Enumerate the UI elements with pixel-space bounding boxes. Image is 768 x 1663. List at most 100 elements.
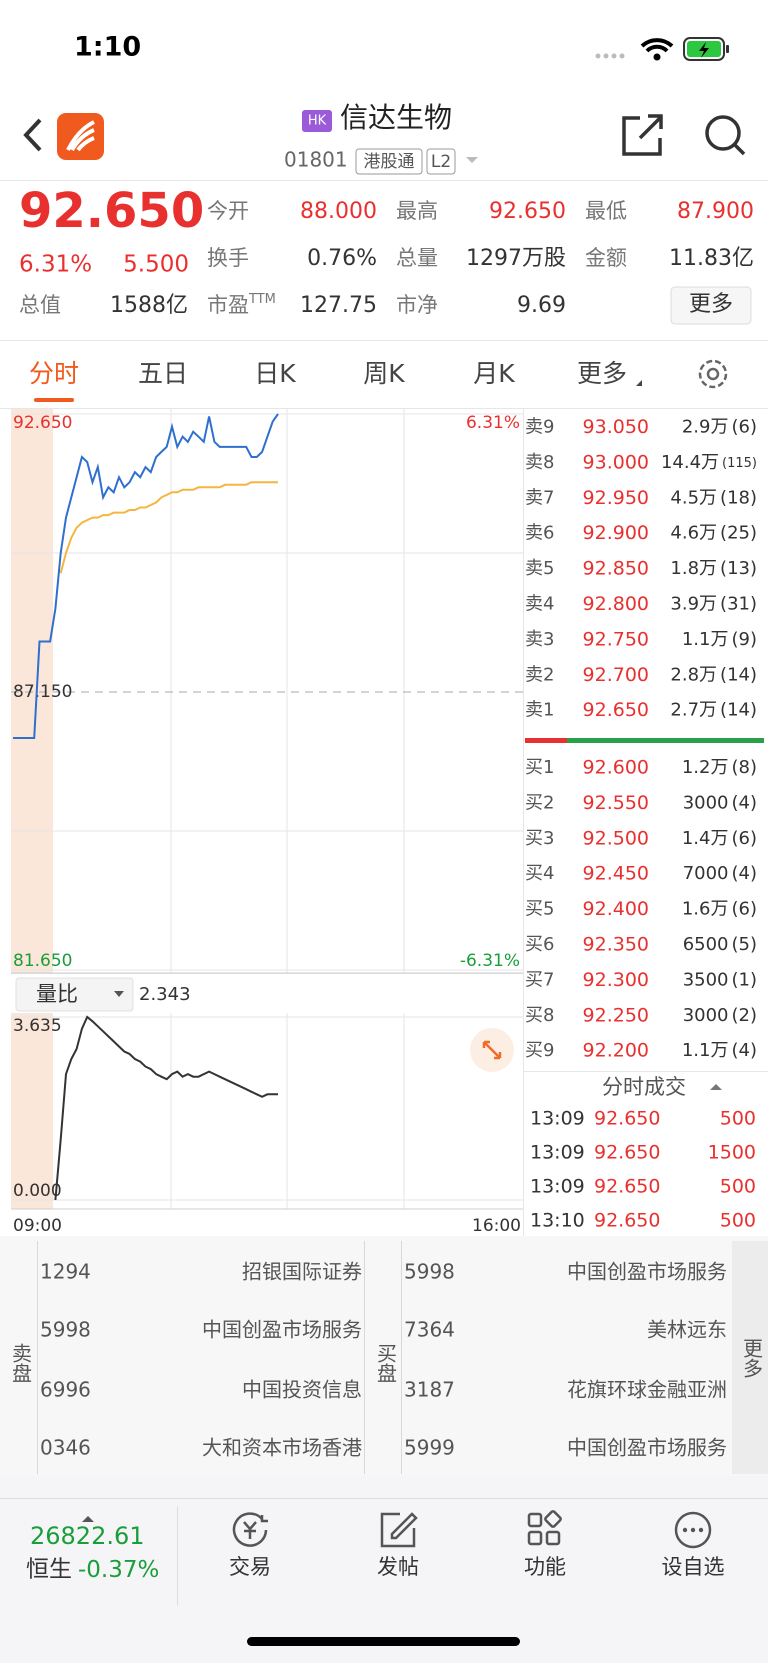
- pre-market-shade: [11, 1013, 53, 1209]
- dot: [698, 1527, 704, 1533]
- broker-more-bg[interactable]: [732, 1241, 768, 1474]
- stat-value: 11.83亿: [669, 246, 754, 271]
- book-price: 92.450: [583, 863, 649, 885]
- logo-mark: [66, 120, 95, 152]
- trade-price: 92.650: [594, 1108, 660, 1130]
- nav-icon-post[interactable]: [380, 1512, 418, 1548]
- tab[interactable]: 周K: [363, 359, 405, 388]
- book-count: (5): [732, 934, 758, 955]
- search-button[interactable]: [705, 115, 746, 156]
- sort-arrow[interactable]: [710, 1084, 722, 1090]
- nav-icon-trade[interactable]: [232, 1512, 268, 1547]
- book-count: (6): [732, 899, 758, 920]
- index-name[interactable]: 恒生 -0.37%: [26, 1557, 159, 1583]
- divider: [523, 1071, 768, 1072]
- divider: [0, 408, 768, 409]
- stat-value: 1297万股: [466, 246, 566, 271]
- y-tick-label: 0.000: [13, 1181, 62, 1201]
- book-volume: 4.6万 (25): [670, 523, 757, 544]
- broker-name: 招银国际证券: [242, 1260, 362, 1284]
- book-count: (6): [732, 828, 758, 849]
- book-price: 92.950: [583, 487, 649, 509]
- book-volume: 1.2万 (8): [682, 757, 757, 778]
- book-volume: 2.9万 (6): [682, 417, 757, 438]
- y-tick-label: 87.150: [13, 682, 72, 702]
- y-tick-label: 3.635: [13, 1016, 62, 1036]
- trade-volume: 500: [720, 1108, 756, 1130]
- book-price: 92.400: [583, 898, 649, 920]
- book-count: (4): [732, 1040, 758, 1061]
- book-level: 卖6: [525, 523, 554, 544]
- last-price: 92.650: [19, 183, 204, 239]
- tab[interactable]: 更多: [577, 359, 627, 388]
- nav-label[interactable]: 功能: [524, 1555, 566, 1579]
- book-count: (18): [720, 487, 757, 508]
- trade-time: 13:09: [530, 1108, 585, 1130]
- book-count: (115): [722, 455, 757, 470]
- series-line: [54, 1015, 278, 1201]
- tab[interactable]: 五日: [138, 359, 188, 388]
- more-button[interactable]: 更多: [689, 292, 733, 317]
- tab[interactable]: 日K: [254, 359, 296, 388]
- book-count: (14): [720, 700, 757, 721]
- book-volume: 1.1万 (9): [682, 629, 757, 650]
- book-level: 买2: [525, 792, 554, 813]
- book-volume: 7000 (4): [683, 863, 757, 884]
- nav-label[interactable]: 设自选: [662, 1555, 725, 1579]
- indicator-select[interactable]: [15, 977, 134, 1012]
- book-count: (2): [732, 1005, 758, 1026]
- broker-name: 美林远东: [647, 1318, 727, 1342]
- book-count: (8): [732, 757, 758, 778]
- stat-value: 9.69: [517, 293, 566, 318]
- book-count: (6): [732, 417, 758, 438]
- indicator-title[interactable]: 量比: [36, 982, 78, 1006]
- book-level: 卖3: [525, 629, 554, 650]
- index-value[interactable]: 26822.61: [30, 1522, 145, 1550]
- book-volume: 3.9万 (31): [670, 594, 757, 615]
- index-arrow[interactable]: [82, 1516, 94, 1522]
- broker-more[interactable]: 更多: [740, 1338, 764, 1378]
- expand-button[interactable]: [470, 1028, 514, 1072]
- tab[interactable]: 月K: [473, 359, 515, 388]
- share-button[interactable]: [622, 114, 663, 156]
- market-badge-text: HK: [308, 114, 327, 129]
- nav-icon-function[interactable]: [527, 1510, 562, 1546]
- book-price: 92.500: [583, 827, 649, 849]
- back-button[interactable]: [23, 118, 42, 152]
- trades-title: 分时成交: [602, 1075, 686, 1099]
- stat-label: 总值: [19, 293, 61, 317]
- stat-value: 0.76%: [307, 246, 377, 271]
- market-badge: [302, 110, 332, 132]
- broker-name: 花旗环球金融亚洲: [567, 1378, 727, 1402]
- nav-label[interactable]: 发帖: [377, 1555, 419, 1579]
- y-tick-label: 81.650: [13, 951, 72, 971]
- book-level: 卖9: [525, 417, 554, 438]
- more-button-bg[interactable]: [670, 286, 752, 325]
- nav-icon-watchlist[interactable]: [674, 1511, 712, 1549]
- change: 5.500: [123, 252, 189, 278]
- book-count: (13): [720, 558, 757, 579]
- book-volume: 3500 (1): [683, 969, 757, 990]
- series-line: [59, 481, 278, 574]
- trade-time: 13:09: [530, 1142, 585, 1164]
- stat-value: 92.650: [489, 199, 566, 224]
- book-price: 92.550: [583, 792, 649, 814]
- tab[interactable]: 分时: [29, 359, 79, 388]
- dropdown-arrow[interactable]: [466, 157, 478, 163]
- tag-box: [426, 148, 456, 175]
- broker-id: 5998: [40, 1318, 91, 1342]
- settings-button[interactable]: [698, 359, 728, 389]
- book-price: 93.050: [583, 416, 649, 438]
- stat-label-sup: TTM: [248, 292, 276, 307]
- bid-ask-bar: [567, 738, 764, 743]
- dropdown-arrow[interactable]: [114, 991, 124, 997]
- broker-id: 1294: [40, 1260, 91, 1284]
- stat-label: 今开: [207, 199, 249, 223]
- nav-label[interactable]: 交易: [229, 1555, 271, 1579]
- book-level: 卖1: [525, 700, 554, 721]
- divider: [0, 1498, 768, 1499]
- broker-id: 6996: [40, 1378, 91, 1402]
- x-tick-label: 09:00: [13, 1216, 62, 1236]
- stock-name: 信达生物: [340, 101, 452, 134]
